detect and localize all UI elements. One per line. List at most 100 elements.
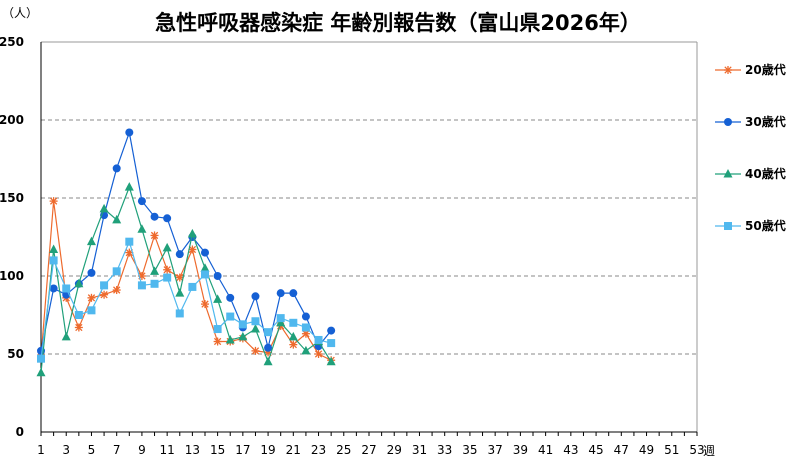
point-s2-w15	[213, 272, 222, 280]
axes	[40, 41, 698, 436]
point-s2-w8	[125, 128, 134, 137]
x-tick-53: 53	[689, 443, 704, 457]
point-s2-w16	[226, 293, 235, 302]
point-s1-w5	[87, 293, 96, 302]
x-axis-label: 週	[703, 444, 715, 458]
x-tick-41: 41	[538, 443, 553, 457]
point-s2-w10	[150, 212, 159, 221]
x-tick-3: 3	[62, 443, 70, 457]
point-s3-w18	[250, 324, 260, 333]
x-tick-19: 19	[260, 443, 275, 457]
x-tick-33: 33	[437, 443, 452, 457]
point-s3-w14	[200, 263, 210, 272]
x-tick-49: 49	[639, 443, 654, 457]
x-tick-1: 1	[37, 443, 45, 457]
point-s1-w15	[213, 337, 222, 346]
x-tick-51: 51	[664, 443, 679, 457]
point-s3-w19	[263, 356, 273, 366]
y-axis-unit: （人）	[2, 6, 38, 20]
point-s2-w12	[175, 250, 184, 259]
point-s3-w7	[112, 214, 122, 224]
point-s3-w24	[326, 356, 336, 366]
point-s2-w22	[301, 312, 310, 321]
y-tick-150: 150	[0, 191, 24, 205]
x-tick-39: 39	[513, 443, 528, 457]
point-s3-w16	[225, 334, 235, 344]
series-line-3	[40, 185, 332, 373]
point-s3-w9	[137, 224, 147, 233]
point-s4-w5	[87, 306, 96, 315]
x-tick-23: 23	[311, 443, 326, 457]
point-s2-w9	[137, 197, 146, 206]
point-s4-w18	[251, 317, 260, 326]
series-line-4	[40, 239, 332, 359]
point-s4-w2	[49, 256, 58, 265]
point-s3-w21	[288, 331, 298, 341]
x-tick-17: 17	[235, 443, 250, 457]
point-s4-w9	[137, 281, 146, 290]
x-tick-35: 35	[462, 443, 477, 457]
y-tick-250: 250	[0, 35, 24, 49]
point-s3-w5	[86, 236, 96, 246]
point-s2-w20	[276, 289, 285, 298]
point-s3-w10	[150, 266, 160, 275]
point-s3-w8	[124, 182, 134, 191]
x-tick-labels: 1 3 5 7 9 11 13 15 17 19 21 23 25 27 29 31 33 35 37 39 41 43 4…	[37, 443, 704, 457]
x-tick-43: 43	[563, 443, 578, 457]
point-s4-w19	[264, 328, 273, 337]
x-tick-21: 21	[286, 443, 301, 457]
point-s3-w11	[162, 242, 172, 252]
series-line-2	[40, 130, 332, 351]
point-s2-w7	[112, 164, 121, 173]
point-s2-w14	[201, 248, 209, 257]
legend-label-3: 40歳代	[745, 166, 786, 181]
point-s2-w21	[289, 289, 298, 298]
x-tick-27: 27	[361, 443, 376, 457]
point-s1-w6	[100, 290, 109, 299]
point-s4-w8	[125, 237, 134, 246]
x-tick-11: 11	[160, 443, 175, 457]
point-s4-w10	[150, 279, 159, 288]
point-s2-w18	[251, 292, 260, 301]
point-s4-w12	[175, 309, 184, 318]
point-s3-w15	[213, 294, 223, 303]
point-s1-w11	[163, 265, 172, 274]
x-tick-25: 25	[336, 443, 351, 457]
legend-item-1: 20歳代	[715, 62, 786, 77]
point-s4-w6	[100, 281, 109, 290]
point-s3-w22	[301, 345, 311, 355]
point-s4-w11	[163, 273, 172, 282]
point-s3-w4	[74, 278, 84, 288]
point-s4-w23	[314, 335, 323, 344]
legend-marker-4	[724, 222, 732, 230]
point-s4-w16	[226, 312, 235, 321]
legend-marker-3	[723, 169, 733, 178]
point-s1-w13	[188, 245, 197, 254]
point-s3-w2	[49, 244, 59, 253]
point-s3-w3	[61, 331, 71, 341]
x-tick-5: 5	[88, 443, 96, 457]
point-s4-w17	[238, 320, 247, 329]
point-s1-w14	[201, 300, 209, 309]
point-s1-w12	[175, 273, 184, 282]
point-s1-w10	[150, 231, 159, 240]
point-s4-w1	[37, 354, 45, 363]
point-s2-w5	[87, 268, 96, 277]
point-s2-w11	[163, 214, 172, 223]
legend: 20歳代 30歳代 40歳代 50歳代	[715, 62, 786, 233]
x-tick-37: 37	[488, 443, 503, 457]
x-tick-9: 9	[138, 443, 146, 457]
point-s1-w21	[289, 340, 298, 349]
point-s1-w2	[49, 197, 58, 206]
point-s4-w3	[62, 284, 71, 293]
legend-item-4: 50歳代	[715, 218, 786, 233]
y-tick-50: 50	[7, 347, 24, 361]
point-s3-w6	[99, 203, 109, 213]
point-s3-w1	[36, 367, 46, 377]
legend-label-2: 30歳代	[745, 114, 786, 129]
series-line-1	[40, 201, 332, 361]
point-s1-w23	[314, 350, 323, 358]
point-s4-w24	[327, 339, 336, 348]
y-tick-0: 0	[16, 425, 24, 439]
